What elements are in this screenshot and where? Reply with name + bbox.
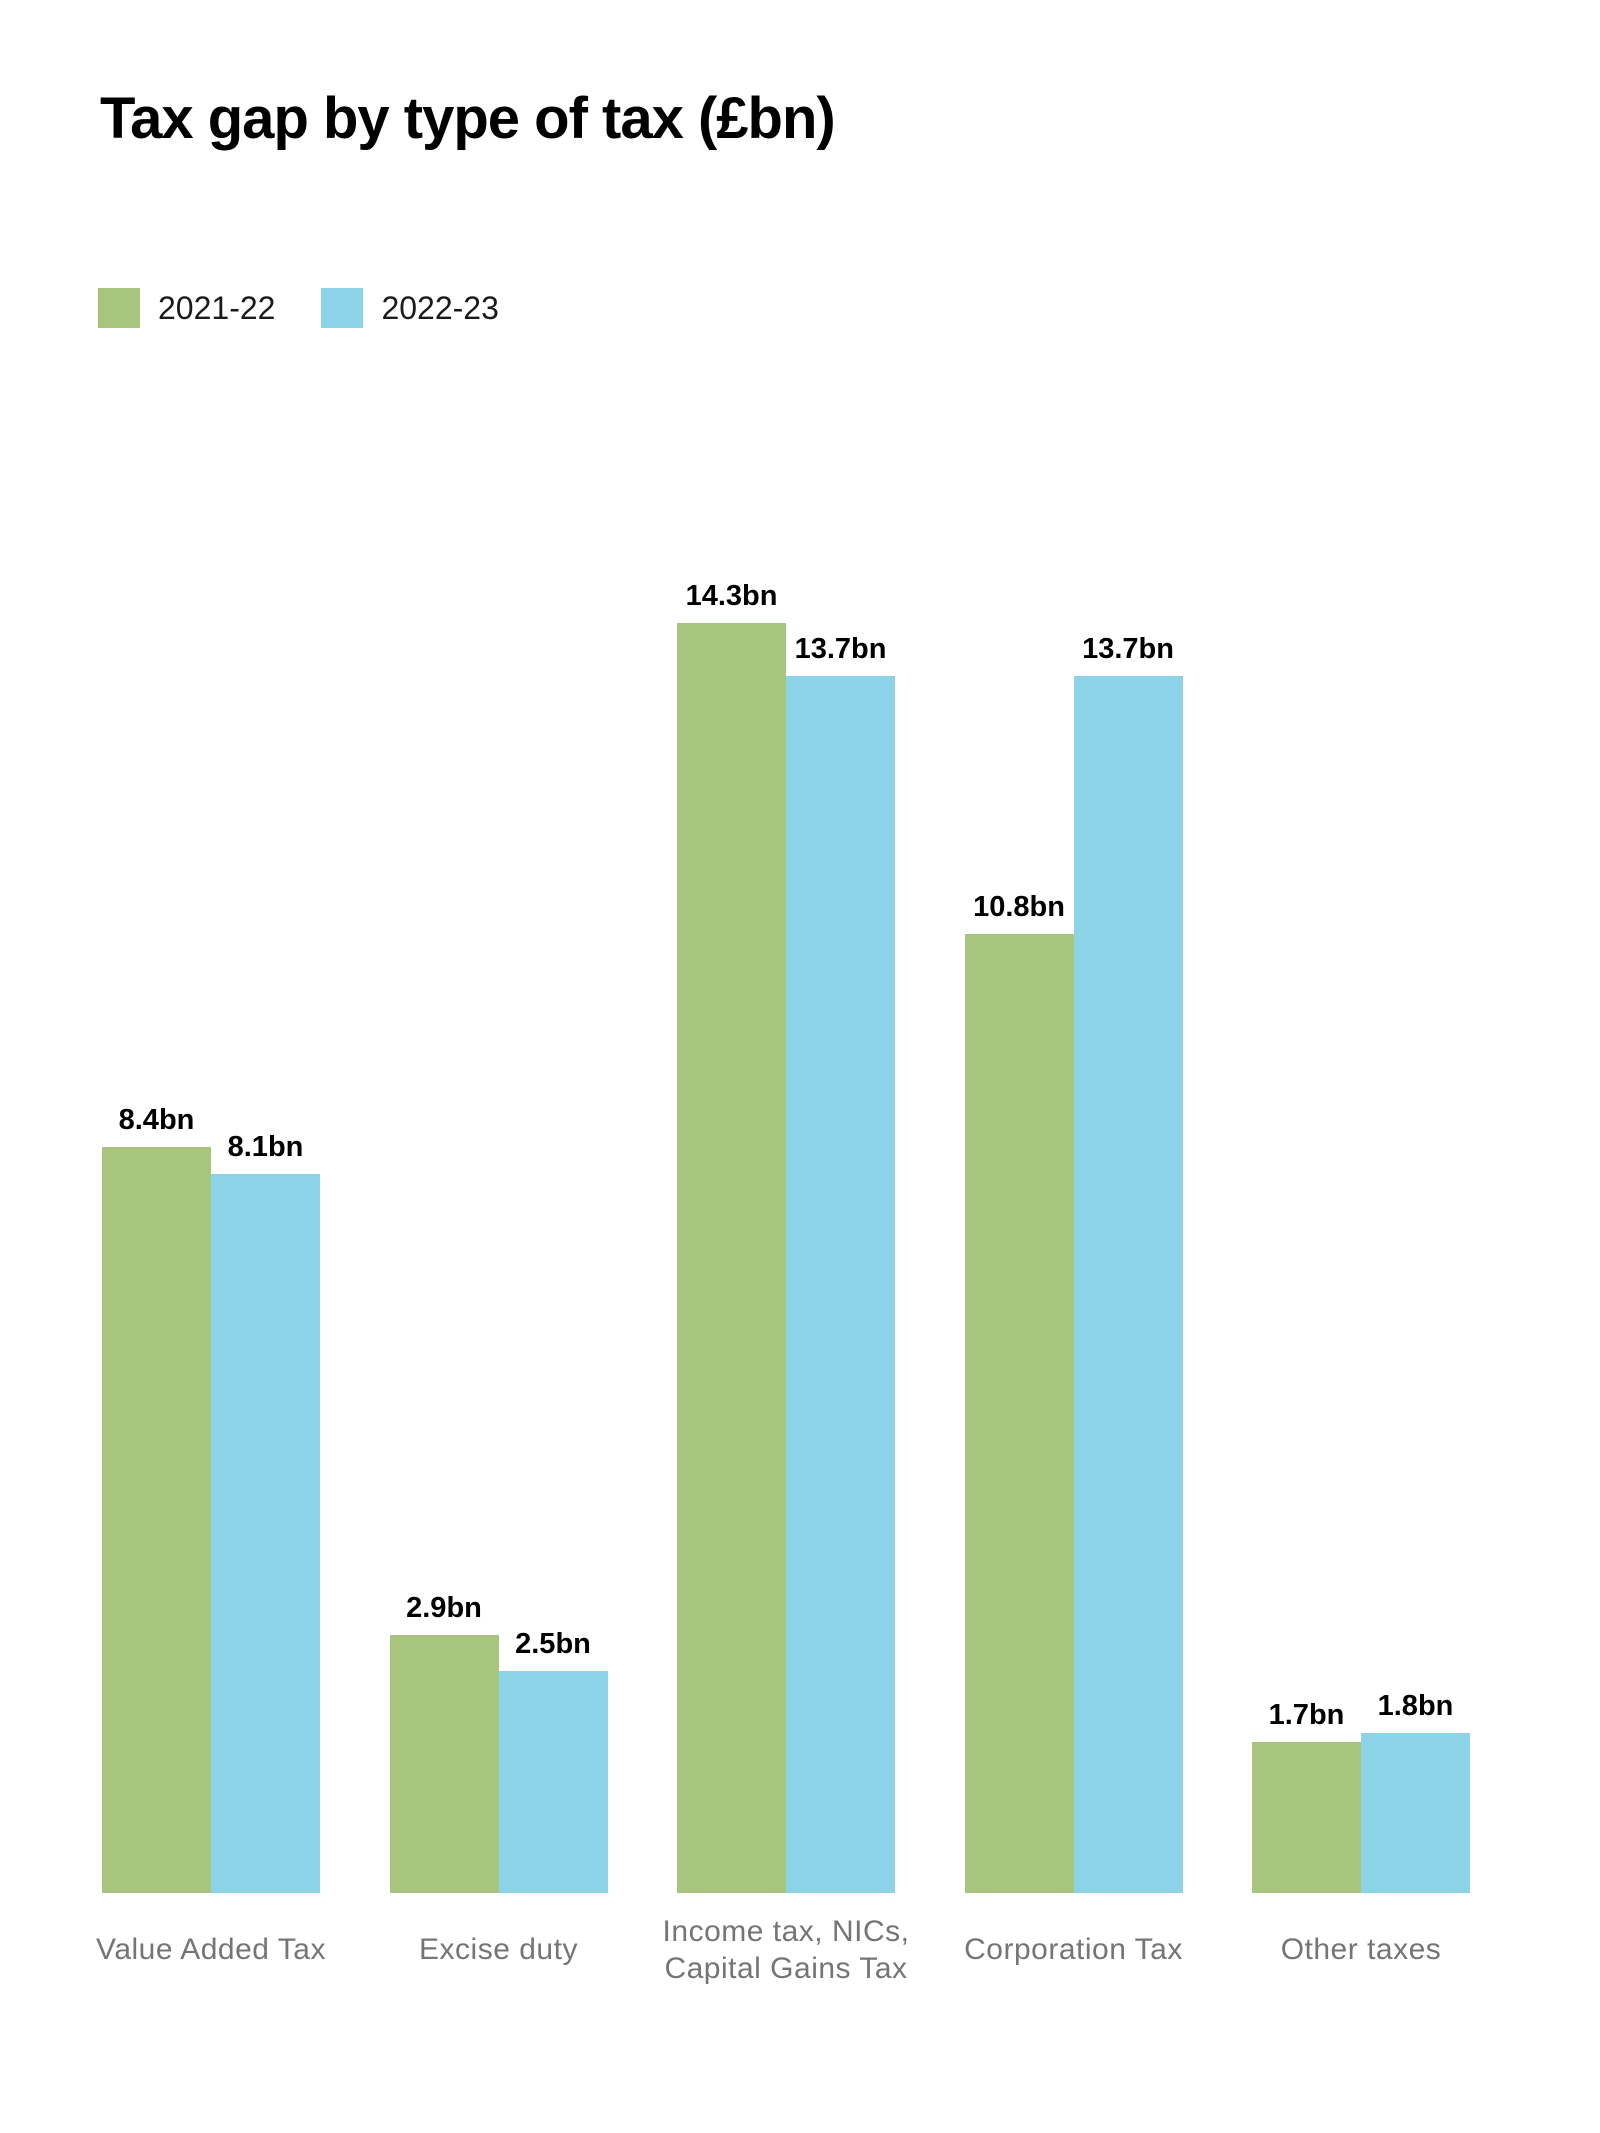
category-label: Value Added Tax [96,1933,326,1967]
legend-swatch-2021-22 [98,288,140,328]
legend: 2021-22 2022-23 [98,288,499,328]
bar-2021-22: 10.8bn [964,891,1074,1893]
bar-group: 1.7bn 1.8bn Other taxes [1252,1690,1470,1966]
category-label: Excise duty [419,1933,578,1967]
legend-label-2022-23: 2022-23 [381,289,499,326]
bar-group: 2.9bn 2.5bn Excise duty [389,1592,608,1966]
bar-2022-23: 13.7bn [786,633,895,1893]
legend-item-2021-22: 2021-22 [98,288,275,328]
bar-value-label: 13.7bn [794,633,887,665]
legend-label-2021-22: 2021-22 [158,289,276,326]
bar-group: 10.8bn 13.7bn Corporation Tax [964,633,1183,1966]
category-label: Income tax, NICs, Capital Gains Tax [662,1914,910,1986]
legend-swatch-2022-23 [321,288,364,328]
bar-2022-23: 1.8bn [1361,1690,1470,1893]
bar-value-label: 10.8bn [973,891,1065,923]
bar-value-label: 8.1bn [227,1131,304,1163]
page-title: Tax gap by type of tax (£bn) [100,86,836,151]
bar-2022-23: 8.1bn [211,1131,320,1893]
bar-value-label: 1.7bn [1268,1699,1345,1731]
bar-2022-23: 2.5bn [498,1628,608,1893]
bar-2021-22: 14.3bn [677,580,786,1893]
bar-2021-22: 1.7bn [1252,1699,1361,1893]
bar-value-label: 2.9bn [406,1592,482,1624]
bar-chart: 8.4bn 8.1bn Value Added Tax 2.9bn 2.5bn Excis… [96,580,1470,1985]
category-label: Other taxes [1280,1933,1442,1967]
bar-value-label: 2.5bn [515,1628,591,1660]
bar-2022-23: 13.7bn [1073,633,1183,1893]
bar-value-label: 13.7bn [1082,633,1174,665]
bar-2021-22: 2.9bn [389,1592,499,1893]
bar-value-label: 8.4bn [118,1104,195,1136]
bar-2021-22: 8.4bn [102,1104,211,1893]
legend-item-2022-23: 2022-23 [321,288,499,328]
category-label: Corporation Tax [964,1933,1183,1967]
bar-value-label: 1.8bn [1377,1690,1454,1722]
bar-group: 14.3bn 13.7bn Income tax, NICs, Capital Ga… [663,580,909,1985]
bar-value-label: 14.3bn [685,580,778,612]
bar-group: 8.4bn 8.1bn Value Added Tax [96,1104,325,1966]
